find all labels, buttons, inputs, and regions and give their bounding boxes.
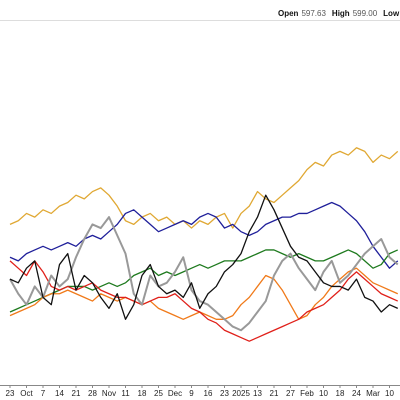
series-line	[9, 147, 399, 229]
header-value: 597.63	[301, 9, 326, 18]
series-line	[9, 267, 399, 320]
x-tick-label: 14	[55, 389, 64, 398]
x-tick-label: 7	[41, 389, 46, 398]
x-tick-label: 21	[270, 389, 279, 398]
x-tick-label: 11	[121, 389, 130, 398]
x-tick-label: 28	[88, 389, 97, 398]
x-tick-label: 24	[352, 389, 361, 398]
x-tick-label: 2025	[232, 389, 250, 398]
x-tick-label: 23	[6, 389, 15, 398]
x-tick-label: Nov	[102, 389, 116, 398]
x-tick-label: 10	[385, 389, 394, 398]
x-tick-label: Oct	[20, 389, 33, 398]
x-tick-label: 21	[72, 389, 81, 398]
x-tick-label: 13	[253, 389, 262, 398]
x-tick-label: 27	[286, 389, 295, 398]
x-tick-label: Feb	[300, 389, 314, 398]
header: Open 597.63 High 599.00 Low	[278, 9, 400, 18]
x-tick-label: 16	[204, 389, 213, 398]
x-tick-label: 25	[154, 389, 163, 398]
x-tick-label: 9	[189, 389, 194, 398]
series-line	[9, 216, 399, 332]
series-line	[9, 201, 399, 269]
series-line	[9, 260, 399, 342]
header-label: High	[332, 9, 350, 18]
x-tick-label: Mar	[366, 389, 380, 398]
x-tick-label: 18	[336, 389, 345, 398]
x-tick-label: 10	[319, 389, 328, 398]
series-line	[9, 194, 399, 320]
x-tick-label: 23	[220, 389, 229, 398]
header-label: Low	[383, 9, 400, 18]
x-tick-label: Dec	[168, 389, 182, 398]
x-tick-label: 18	[138, 389, 147, 398]
header-value: 599.00	[353, 9, 378, 18]
header-label: Open	[278, 9, 299, 18]
